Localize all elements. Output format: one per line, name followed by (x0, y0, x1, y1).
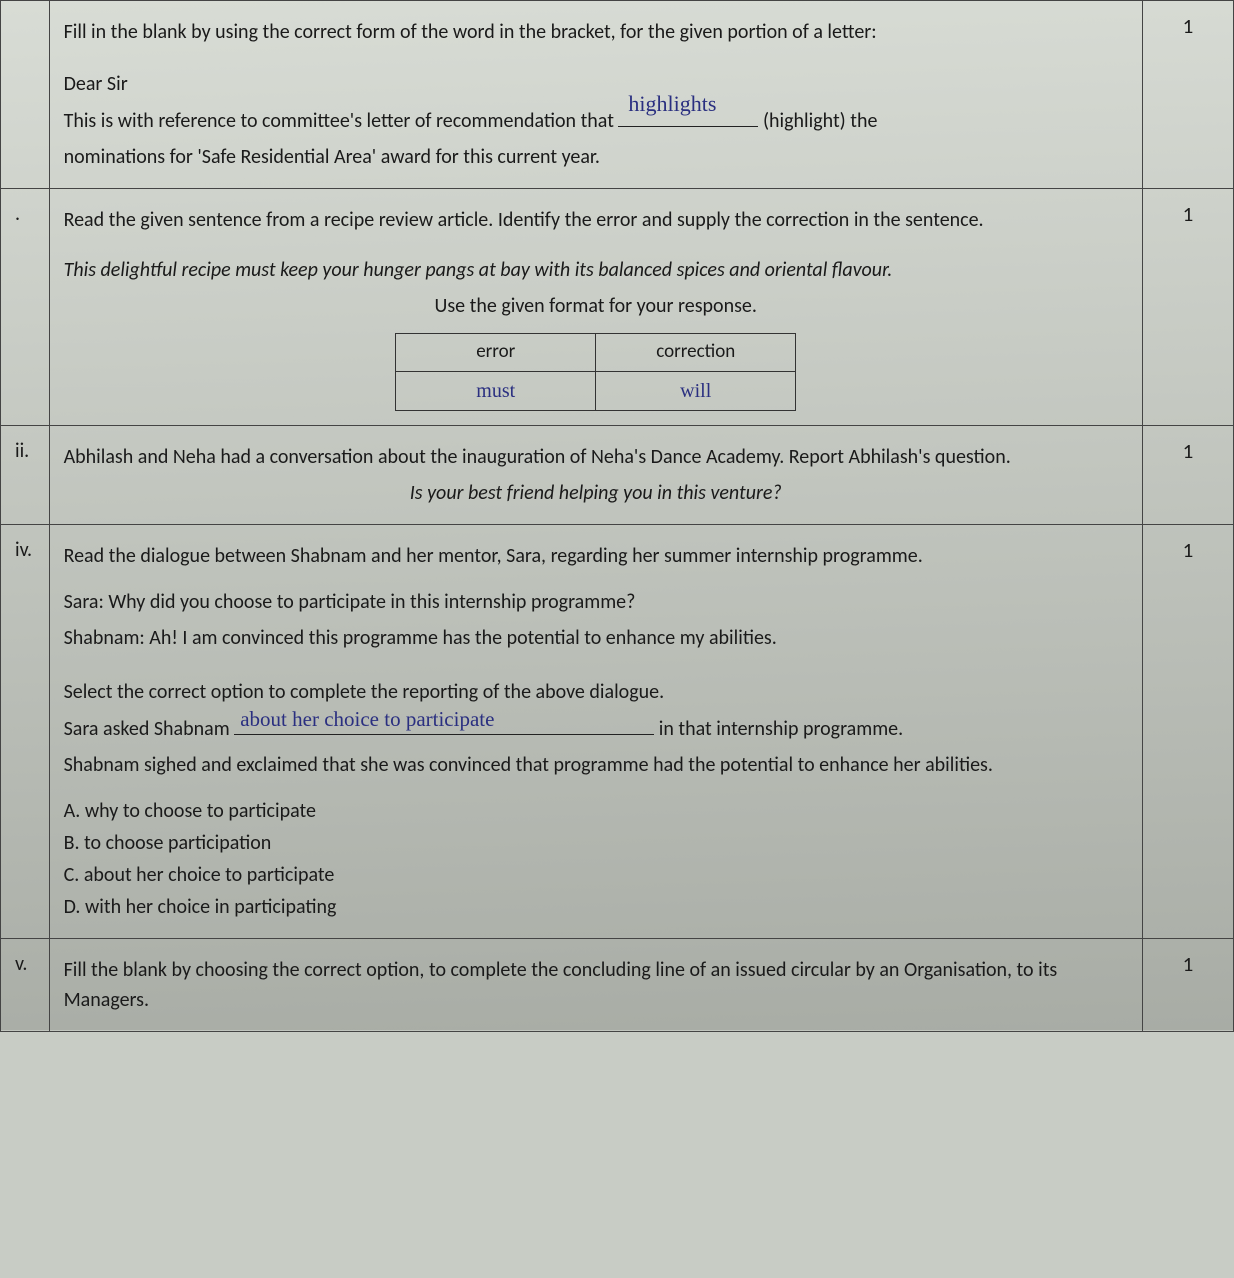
q4-option-d[interactable]: D. with her choice in participating (64, 892, 1128, 922)
q2-body: Read the given sentence from a recipe re… (49, 189, 1142, 426)
q1-marks: 1 (1142, 1, 1233, 189)
q4-instruction: Read the dialogue between Shabnam and he… (64, 541, 1128, 571)
q3-marks: 1 (1142, 425, 1233, 524)
q3-quote: Is your best friend helping you in this … (64, 478, 1128, 508)
q1-salutation: Dear Sir (64, 69, 1128, 99)
q1-text-a: This is with reference to committee's le… (64, 109, 619, 133)
question-row-4: iv. Read the dialogue between Shabnam an… (1, 524, 1234, 938)
q1-bracket: (highlight) the (763, 109, 877, 133)
q4-option-b[interactable]: B. to choose participation (64, 828, 1128, 858)
q5-marks: 1 (1142, 938, 1233, 1031)
ec-header-correction: correction (596, 334, 796, 372)
q4-options: A. why to choose to participate B. to ch… (64, 796, 1128, 922)
q2-number: . (1, 189, 50, 426)
q1-sentence: This is with reference to committee's le… (64, 105, 1128, 136)
question-row-5: v. Fill the blank by choosing the correc… (1, 938, 1234, 1031)
question-row-2: . Read the given sentence from a recipe … (1, 189, 1234, 426)
q4-report-line-1: Sara asked Shabnam about her choice to p… (64, 713, 1128, 744)
q4-r1a: Sara asked Shabnam (64, 717, 235, 741)
q4-blank[interactable]: about her choice to participate (234, 713, 654, 735)
ec-header-error: error (396, 334, 596, 372)
q4-dialogue-2: Shabnam: Ah! I am convinced this program… (64, 623, 1128, 653)
q4-body: Read the dialogue between Shabnam and he… (49, 524, 1142, 938)
q4-marks: 1 (1142, 524, 1233, 938)
q5-body: Fill the blank by choosing the correct o… (49, 938, 1142, 1031)
q5-number: v. (1, 938, 50, 1031)
q4-option-a[interactable]: A. why to choose to participate (64, 796, 1128, 826)
q1-handwritten-answer: highlights (628, 87, 716, 120)
q4-number: iv. (1, 524, 50, 938)
q3-body: Abhilash and Neha had a conversation abo… (49, 425, 1142, 524)
q3-number: ii. (1, 425, 50, 524)
error-correction-table: error correction must will (395, 333, 796, 411)
q2-sentence: This delightful recipe must keep your hu… (64, 255, 1128, 285)
q1-number (1, 1, 50, 189)
ec-cell-correction[interactable]: will (596, 371, 796, 410)
question-row-3: ii. Abhilash and Neha had a conversation… (1, 425, 1234, 524)
q2-instruction: Read the given sentence from a recipe re… (64, 205, 1128, 235)
q4-dialogue-1: Sara: Why did you choose to participate … (64, 587, 1128, 617)
q4-report-line-2: Shabnam sighed and exclaimed that she wa… (64, 750, 1128, 780)
ec-cell-error[interactable]: must (396, 371, 596, 410)
worksheet-table: Fill in the blank by using the correct f… (0, 0, 1234, 1032)
q3-instruction: Abhilash and Neha had a conversation abo… (64, 442, 1128, 472)
q2-marks: 1 (1142, 189, 1233, 426)
q4-r1b: in that internship programme. (659, 717, 903, 741)
q5-instruction: Fill the blank by choosing the correct o… (64, 955, 1128, 1015)
q1-line3: nominations for 'Safe Residential Area' … (64, 142, 1128, 172)
question-row-1: Fill in the blank by using the correct f… (1, 1, 1234, 189)
q4-option-c[interactable]: C. about her choice to participate (64, 860, 1128, 890)
q1-blank[interactable]: highlights (618, 105, 758, 127)
q1-instruction: Fill in the blank by using the correct f… (64, 17, 1128, 47)
q4-select-instr: Select the correct option to complete th… (64, 677, 1128, 707)
q4-handwritten-answer: about her choice to participate (240, 704, 494, 736)
q1-body: Fill in the blank by using the correct f… (49, 1, 1142, 189)
q2-format-note: Use the given format for your response. (64, 291, 1128, 321)
